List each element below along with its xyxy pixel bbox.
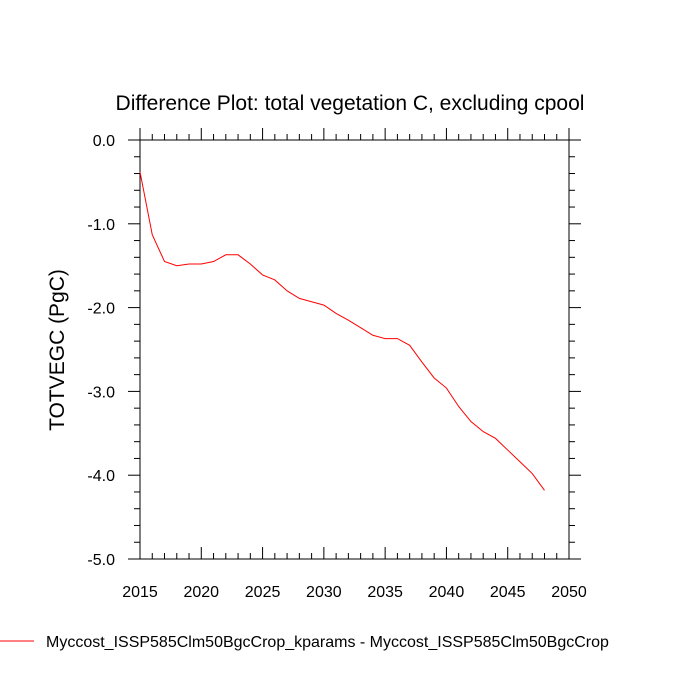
x-tick-label: 2035 [367, 584, 403, 601]
y-tick-label: 0.0 [93, 133, 115, 150]
y-tick-label: -2.0 [87, 301, 115, 318]
chart-title: Difference Plot: total vegetation C, exc… [116, 92, 585, 115]
x-tick-label: 2015 [122, 584, 158, 601]
y-tick-label: -5.0 [87, 552, 115, 569]
y-tick-labels: 0.0 -1.0 -2.0 -3.0 -4.0 -5.0 [87, 133, 115, 569]
legend-label: Myccost_ISSP585Clm50BgcCrop_kparams - My… [46, 634, 609, 651]
x-tick-label: 2025 [245, 584, 281, 601]
x-tick-label: 2050 [551, 584, 587, 601]
axis-ticks [128, 128, 581, 560]
series-group [139, 171, 545, 491]
series-line-0 [139, 171, 545, 491]
x-tick-label: 2020 [183, 584, 219, 601]
x-tick-label: 2030 [306, 584, 342, 601]
y-tick-label: -1.0 [87, 217, 115, 234]
y-tick-label: -3.0 [87, 384, 115, 401]
x-tick-label: 2045 [490, 584, 526, 601]
y-tick-label: -4.0 [87, 468, 115, 485]
x-tick-label: 2040 [429, 584, 465, 601]
plot-frame [139, 139, 570, 560]
x-tick-labels: 2015 2020 2025 2030 2035 2040 2045 2050 [122, 584, 587, 601]
y-axis-label: TOTVEGC (PgC) [46, 269, 69, 431]
legend: Myccost_ISSP585Clm50BgcCrop_kparams - My… [0, 634, 609, 651]
